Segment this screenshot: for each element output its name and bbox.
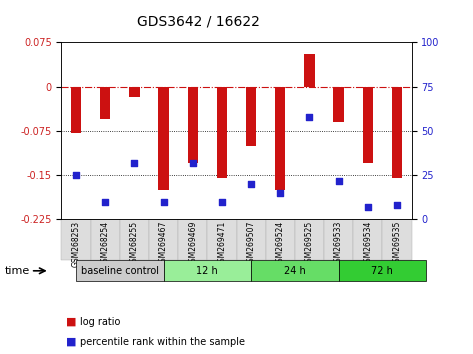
Text: log ratio: log ratio [80, 317, 121, 327]
Text: percentile rank within the sample: percentile rank within the sample [80, 337, 245, 347]
Point [72, 172, 80, 178]
Bar [304, 54, 315, 87]
Bar [188, 87, 198, 164]
Bar [392, 87, 402, 178]
Text: 24 h: 24 h [284, 266, 306, 276]
Text: GDS3642 / 16622: GDS3642 / 16622 [137, 14, 260, 28]
Bar [363, 87, 373, 164]
Point [247, 181, 255, 187]
Bar [275, 87, 285, 190]
Bar [100, 87, 110, 119]
Bar [217, 87, 227, 178]
Point [101, 199, 109, 205]
Point [218, 199, 226, 205]
Point [276, 190, 284, 196]
Text: baseline control: baseline control [81, 266, 159, 276]
Point [189, 160, 197, 166]
Bar [158, 87, 169, 190]
Point [364, 204, 372, 210]
Text: ■: ■ [66, 317, 77, 327]
Point [306, 114, 313, 120]
Point [131, 160, 138, 166]
Text: ■: ■ [66, 337, 77, 347]
Text: 72 h: 72 h [371, 266, 393, 276]
Text: time: time [5, 266, 30, 276]
Bar [246, 87, 256, 146]
Point [393, 202, 401, 208]
Bar [71, 87, 81, 133]
Point [335, 178, 342, 183]
Point [160, 199, 167, 205]
Bar [333, 87, 344, 122]
Bar [129, 87, 140, 97]
Text: 12 h: 12 h [196, 266, 218, 276]
